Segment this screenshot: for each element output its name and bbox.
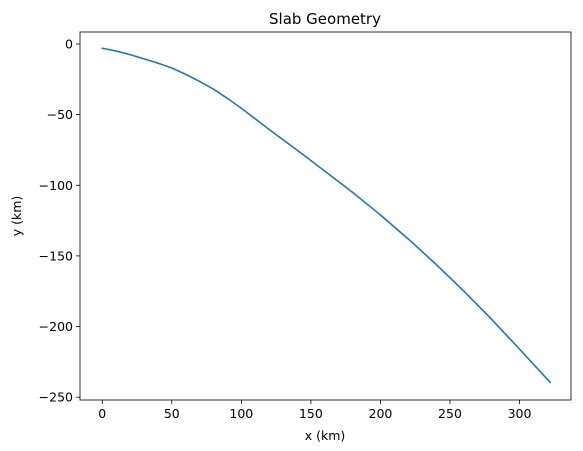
y-tick-label: −50 [47,107,73,122]
x-tick-label: 100 [229,406,253,421]
series-layer [101,47,551,384]
x-axis: 0 50 100 150 200 250 300 [98,400,532,421]
y-axis: 0 −50 −100 −150 −200 −250 [39,37,80,405]
y-tick-label: −150 [39,248,73,263]
plot-frame [79,31,572,401]
x-tick-label: 250 [438,406,462,421]
x-tick-label: 150 [299,406,323,421]
y-tick-label: −250 [39,390,73,405]
y-axis-label: y (km) [9,196,24,237]
x-tick-label: 0 [98,406,106,421]
series-line [101,47,551,384]
x-tick-label: 300 [508,406,532,421]
x-axis-label: x (km) [305,428,346,443]
y-tick-label: −100 [39,178,73,193]
chart-title: Slab Geometry [269,10,381,28]
y-tick-label: 0 [65,37,73,52]
y-tick-label: −200 [39,319,73,334]
x-tick-label: 200 [369,406,393,421]
x-tick-label: 50 [164,406,180,421]
